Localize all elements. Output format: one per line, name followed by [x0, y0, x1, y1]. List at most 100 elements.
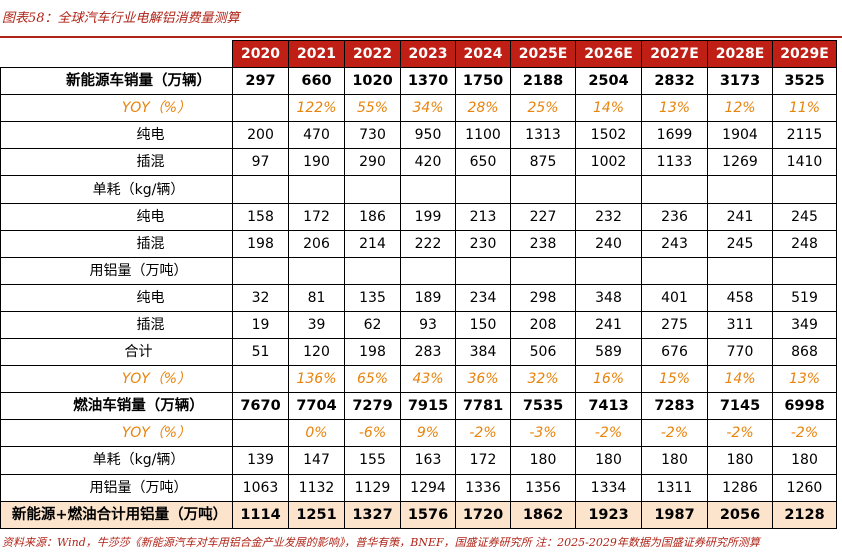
table-cell: 7413 — [575, 392, 642, 421]
table-cell: 1020 — [344, 67, 401, 96]
table-cell: 199 — [400, 202, 456, 231]
table-cell: 311 — [707, 310, 773, 340]
table-cell: 2504 — [575, 67, 642, 96]
row-label: 单耗（kg/辆） — [0, 175, 233, 204]
table-cell — [232, 94, 289, 123]
table-cell: 139 — [232, 446, 289, 475]
table-cell: 147 — [288, 446, 345, 475]
table-cell — [232, 365, 289, 394]
table-cell: 11% — [772, 94, 837, 123]
year-header: 2022 — [344, 39, 401, 69]
table-cell: 180 — [641, 446, 708, 475]
table-cell: 1327 — [344, 500, 401, 529]
table-cell: 51 — [232, 338, 289, 367]
table-cell: 1334 — [575, 473, 642, 502]
table-cell: 1576 — [400, 500, 456, 529]
table-cell — [707, 175, 773, 204]
table-cell: 243 — [641, 229, 708, 258]
header-corner — [0, 40, 233, 68]
table-cell: 6998 — [772, 392, 837, 421]
table-row: 纯电 32 81 135 189 234 298 348 401 458 519 — [0, 283, 837, 312]
table-row: YOY（%） 122% 55% 34% 28% 25% 14% 13% 12% 11% — [0, 94, 837, 123]
table-cell: 43% — [400, 365, 456, 394]
table-cell: 7704 — [288, 392, 345, 421]
table-cell — [400, 175, 456, 204]
table-cell: 1923 — [575, 500, 642, 529]
table-cell: 238 — [510, 229, 576, 258]
table-cell: 7915 — [400, 392, 456, 421]
table-cell: 241 — [707, 202, 773, 231]
table-cell: 660 — [288, 67, 345, 96]
table-cell: 81 — [288, 283, 345, 312]
table-cell: 1133 — [641, 148, 708, 177]
year-header: 2028E — [707, 39, 773, 69]
row-label: YOY（%） — [0, 94, 233, 123]
table-row: 新能源车销量（万辆） 297 660 1020 1370 1750 2188 2504 2832… — [0, 67, 837, 96]
table-cell — [641, 175, 708, 204]
table-cell: 135 — [344, 283, 401, 312]
table-cell: 1260 — [772, 473, 837, 502]
table-cell: 2056 — [707, 500, 773, 529]
table-row: 纯电 200 470 730 950 1100 1313 1502 1699 1904 2115 — [0, 121, 837, 150]
table-cell: 7670 — [232, 392, 289, 421]
table-cell: 172 — [455, 446, 511, 475]
header-row: 2020 2021 2022 2023 2024 2025E 2026E 2027E 2028E… — [0, 39, 837, 69]
table-cell — [772, 256, 837, 285]
row-label: YOY（%） — [0, 419, 233, 448]
table-cell — [455, 256, 511, 285]
table-cell: 93 — [400, 310, 456, 340]
table-body: 新能源车销量（万辆） 297 660 1020 1370 1750 2188 2504 2832… — [0, 67, 837, 529]
table-cell — [344, 175, 401, 204]
table-cell — [575, 256, 642, 285]
table-cell: 519 — [772, 283, 837, 312]
table-cell: 3525 — [772, 67, 837, 96]
table-row: 单耗（kg/辆） 139 147 155 163 172 180 180 180 180 180 — [0, 446, 837, 475]
year-header: 2027E — [641, 39, 708, 69]
table-cell: 283 — [400, 338, 456, 367]
table-cell: 186 — [344, 202, 401, 231]
row-label: 合计 — [0, 338, 233, 367]
row-label: 燃油车销量（万辆） — [0, 392, 233, 421]
table-cell: -2% — [707, 419, 773, 448]
table-cell: 1720 — [455, 500, 511, 529]
table-cell: 1987 — [641, 500, 708, 529]
table-cell: 1132 — [288, 473, 345, 502]
row-label: 单耗（kg/辆） — [0, 446, 233, 475]
table-cell: -3% — [510, 419, 576, 448]
table-row: 新能源+燃油合计用铝量（万吨） 1114 1251 1327 1576 1720 1862 1… — [0, 500, 837, 529]
table-cell: 13% — [772, 365, 837, 394]
table-cell — [232, 419, 289, 448]
table-cell: 0% — [288, 419, 345, 448]
table-cell: 198 — [232, 229, 289, 258]
table-cell: 122% — [288, 94, 345, 123]
table-cell: 1311 — [641, 473, 708, 502]
table-cell: 1410 — [772, 148, 837, 177]
table-cell: -2% — [641, 419, 708, 448]
row-label: 新能源+燃油合计用铝量（万吨） — [0, 500, 233, 529]
table-cell: 208 — [510, 310, 576, 340]
table-cell: 1904 — [707, 121, 773, 150]
table-cell: 7283 — [641, 392, 708, 421]
table-cell: 7145 — [707, 392, 773, 421]
row-label: YOY（%） — [0, 365, 233, 394]
table-cell: -2% — [455, 419, 511, 448]
table-cell: 245 — [772, 202, 837, 231]
table-cell: 1370 — [400, 67, 456, 96]
table-cell: 1100 — [455, 121, 511, 150]
table-cell: 1002 — [575, 148, 642, 177]
table-cell: 36% — [455, 365, 511, 394]
table-row: 纯电 158 172 186 199 213 227 232 236 241 245 — [0, 202, 837, 231]
table-cell: 190 — [288, 148, 345, 177]
table-cell: 1063 — [232, 473, 289, 502]
table-cell — [707, 256, 773, 285]
table-cell — [455, 175, 511, 204]
year-header: 2025E — [510, 39, 576, 69]
table-cell: 39 — [288, 310, 345, 340]
table-cell: 158 — [232, 202, 289, 231]
table-cell: 150 — [455, 310, 511, 340]
table-cell: 28% — [455, 94, 511, 123]
table-cell: 470 — [288, 121, 345, 150]
table-cell: 7279 — [344, 392, 401, 421]
table-cell: 420 — [400, 148, 456, 177]
table-cell: 1699 — [641, 121, 708, 150]
